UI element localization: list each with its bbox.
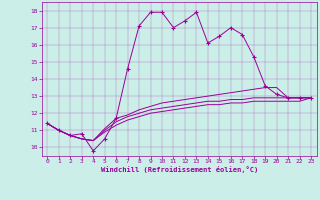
X-axis label: Windchill (Refroidissement éolien,°C): Windchill (Refroidissement éolien,°C)	[100, 166, 258, 173]
